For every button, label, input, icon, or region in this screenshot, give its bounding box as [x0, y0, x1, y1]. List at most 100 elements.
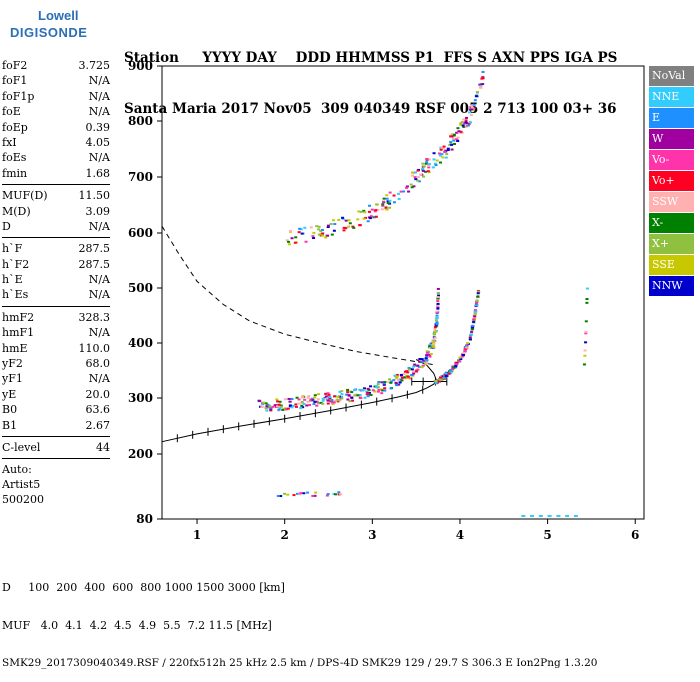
param-value: N/A [88, 273, 110, 287]
trace-point [417, 180, 421, 183]
trace-point [388, 191, 392, 194]
trace-point [432, 158, 436, 161]
trace-point [400, 376, 404, 379]
trace-point [281, 408, 285, 411]
trace-point [406, 371, 410, 374]
trace-point [268, 405, 272, 408]
trace-point [415, 370, 419, 373]
trace-point [437, 380, 441, 383]
param-row: hmE 110.0 [2, 341, 110, 356]
trace-point [382, 197, 386, 200]
trace-point [394, 381, 398, 384]
trace-point [470, 330, 474, 333]
trace-point [264, 402, 268, 405]
trace-point [329, 223, 333, 226]
trace-point [428, 345, 432, 348]
trace-point [294, 405, 298, 408]
trace-point [294, 403, 298, 406]
trace-point [425, 359, 429, 362]
trace-point [286, 407, 290, 410]
trace-point [294, 236, 298, 239]
trace-point [395, 375, 399, 378]
trace-point [352, 226, 356, 229]
trace-point [584, 320, 588, 323]
trace-point [374, 209, 378, 212]
trace-point [383, 381, 387, 384]
trace-point [387, 381, 391, 384]
trace-point [313, 394, 317, 397]
x-tick-label: 3 [368, 528, 376, 542]
trace-point [456, 140, 460, 143]
trace-point [464, 125, 468, 128]
trace-point [433, 326, 437, 329]
trace-point [424, 357, 428, 360]
note-line: Artist5 [2, 478, 41, 492]
trace-point [403, 376, 407, 379]
trace-point [326, 226, 330, 229]
param-value: 4.05 [85, 135, 111, 149]
param-value: 68.0 [85, 357, 111, 371]
trace-point [330, 233, 334, 236]
trace-point [476, 295, 480, 298]
param-value: N/A [88, 74, 110, 88]
param-name: foF2 [2, 59, 28, 72]
trace-point [435, 159, 439, 162]
y-tick-label: 500 [128, 281, 153, 295]
param-name: M(D) [2, 204, 31, 218]
param-name: hmF1 [2, 326, 35, 340]
trace-point [339, 493, 343, 496]
trace-point [342, 229, 346, 232]
trace-point [450, 148, 454, 151]
trace-point [314, 491, 318, 494]
trace-point [324, 236, 328, 239]
trace-point [293, 241, 297, 244]
param-name: MUF(D) [2, 189, 48, 203]
param-row: M(D) 3.09 [2, 204, 110, 219]
trace-point [385, 208, 389, 211]
trace-point [397, 383, 401, 386]
trace-point [451, 365, 455, 368]
trace-point [358, 224, 362, 227]
trace-point [337, 491, 341, 494]
trace-point [329, 400, 333, 403]
trace-point [315, 400, 319, 403]
trace-point [422, 165, 426, 168]
y-tick-label: 700 [128, 170, 153, 184]
trace-point [337, 218, 341, 221]
note-line: 500200 [2, 493, 44, 507]
trace-point [473, 314, 477, 317]
legend-item-ssw: SSW [649, 192, 694, 212]
trace-point [448, 370, 452, 373]
trace-point [583, 349, 587, 352]
trace-point [418, 360, 422, 363]
trace-point [416, 179, 420, 182]
trace-point [475, 304, 479, 307]
trace-point [275, 398, 279, 401]
trace-point [386, 200, 390, 203]
trace-point [424, 170, 428, 173]
trace-point [432, 342, 436, 345]
trace-point [411, 365, 415, 368]
bottom-mark [530, 515, 535, 517]
trace-point [399, 190, 403, 193]
trace-point [365, 390, 369, 393]
trace-point [304, 240, 308, 243]
trace-point [301, 406, 305, 409]
trace-point [396, 378, 400, 381]
trace-point [277, 408, 281, 411]
trace-point [439, 146, 443, 149]
trace-point [471, 319, 475, 322]
trace-point [287, 243, 291, 246]
trace-point [425, 161, 429, 164]
trace-point [287, 397, 291, 400]
trace-point [585, 301, 589, 304]
trace-point [386, 202, 390, 205]
trace-point [454, 365, 458, 368]
trace-point [476, 292, 480, 295]
y-tick-label: 300 [128, 391, 153, 405]
trace-point [439, 376, 443, 379]
param-row: fxI 4.05 [2, 135, 110, 150]
trace-point [351, 399, 355, 402]
trace-point [319, 230, 323, 233]
trace-point [431, 166, 435, 169]
